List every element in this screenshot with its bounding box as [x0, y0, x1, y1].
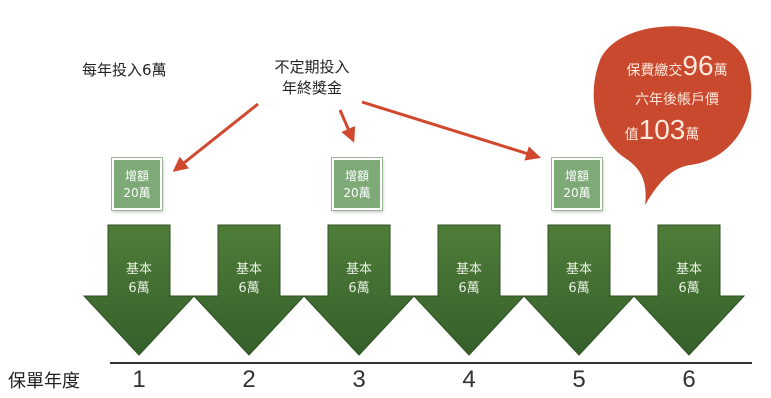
bonus-label-line2: 20萬	[563, 186, 591, 200]
base-label-line1: 基本	[565, 262, 592, 277]
bubble-premium-value: 96	[682, 50, 714, 81]
base-label-year5: 基本 6萬	[554, 260, 604, 298]
bonus-label-line2: 20萬	[123, 186, 151, 200]
bubble-line3: 值103萬	[612, 116, 712, 149]
base-arrows	[82, 224, 746, 356]
year-label-6: 6	[682, 366, 696, 393]
year-label-4: 4	[462, 366, 476, 393]
base-arrow-6	[632, 224, 746, 356]
policy-year-title: 保單年度	[8, 371, 80, 392]
base-label-line1: 基本	[345, 262, 372, 277]
base-label-year6: 基本 6萬	[664, 260, 714, 298]
bonus-label-line1: 增額	[344, 169, 369, 183]
bubble-value-label: 值	[624, 127, 639, 143]
pointer-arrows	[172, 100, 541, 172]
bubble-premium-label: 保費繳交	[626, 63, 683, 79]
bubble-line2: 六年後帳戶價	[612, 86, 742, 114]
base-label-line2: 6萬	[348, 281, 370, 296]
bubble-value-unit: 萬	[685, 127, 700, 143]
pointer-arrow-to-year3	[338, 109, 356, 143]
base-label-line1: 基本	[235, 262, 262, 277]
base-label-line1: 基本	[455, 262, 482, 277]
bonus-label-line1: 增額	[564, 169, 589, 183]
base-label-year3: 基本 6萬	[334, 260, 384, 298]
bonus-box-year3: 增額 20萬	[332, 158, 382, 210]
base-label-line1: 基本	[675, 262, 702, 277]
base-arrow-1	[82, 224, 196, 356]
annual-investment-label: 每年投入6萬	[82, 60, 167, 81]
base-arrow-2	[192, 224, 306, 356]
base-label-year1: 基本 6萬	[114, 260, 164, 298]
bonus-box-year5: 增額 20萬	[552, 158, 602, 210]
pointer-arrow-to-year5	[361, 100, 541, 161]
bubble-premium-unit: 萬	[713, 63, 728, 79]
base-label-line2: 6萬	[568, 281, 590, 296]
annual-investment-text: 每年投入6萬	[82, 61, 167, 79]
year-label-2: 2	[242, 366, 256, 393]
year-label-5: 5	[572, 366, 586, 393]
bonus-label-line1: 增額	[124, 169, 149, 183]
base-arrow-3	[302, 224, 416, 356]
base-label-line1: 基本	[125, 262, 152, 277]
base-label-line2: 6萬	[238, 281, 260, 296]
base-label-year4: 基本 6萬	[444, 260, 494, 298]
base-arrow-4	[412, 224, 526, 356]
bubble-account-value: 103	[638, 114, 686, 145]
bubble-line1: 保費繳交96萬	[612, 52, 742, 85]
base-label-year2: 基本 6萬	[224, 260, 274, 298]
bonus-label-line2: 20萬	[343, 186, 371, 200]
base-label-line2: 6萬	[678, 281, 700, 296]
summary-bubble	[593, 26, 752, 205]
irregular-line2: 年終獎金	[281, 79, 342, 97]
bubble-account-label: 六年後帳戶價	[635, 92, 719, 108]
pointer-arrow-to-year1	[172, 102, 259, 172]
base-label-line2: 6萬	[458, 281, 480, 296]
year-label-1: 1	[132, 366, 146, 393]
base-label-line2: 6萬	[128, 281, 150, 296]
year-label-3: 3	[352, 366, 366, 393]
irregular-line1: 不定期投入	[274, 58, 350, 76]
irregular-investment-label: 不定期投入 年終獎金	[262, 57, 362, 99]
bonus-box-year1: 增額 20萬	[112, 158, 162, 210]
base-arrow-5	[522, 224, 636, 356]
